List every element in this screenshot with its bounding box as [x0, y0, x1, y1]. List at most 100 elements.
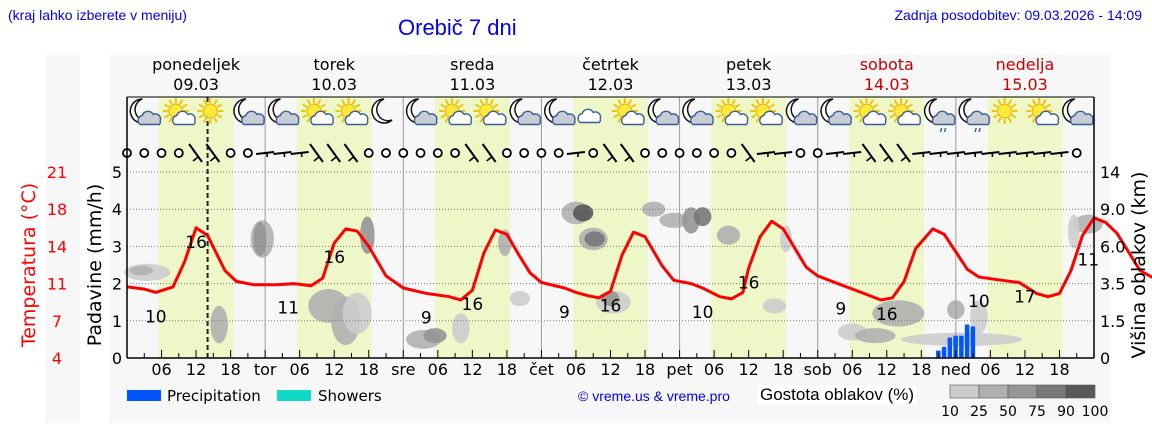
moon-cloud-icon: [129, 98, 162, 126]
wind-barb-icon: [602, 143, 618, 163]
precipitation-bar: [947, 337, 953, 358]
grid-lines: [127, 97, 1094, 358]
cloud-density-blob: [253, 222, 267, 256]
cloud-density-blob: [452, 313, 470, 344]
wind-barb-icon: [912, 151, 931, 155]
wind-barb-icon: [861, 143, 877, 163]
hour-tick-label: 06: [428, 360, 448, 379]
wind-barb-icon: [929, 151, 948, 155]
wind-barb-icon: [740, 143, 756, 163]
cloud-density-blob: [780, 225, 792, 253]
daylight-band: [987, 97, 1063, 358]
cloud-density-blob: [509, 290, 531, 307]
cloud-density-layer: [123, 201, 1103, 349]
day-name-label: torek: [314, 55, 356, 74]
cloud-height-tick-label: 9.0: [1100, 200, 1125, 219]
cloud-density-blob: [970, 300, 988, 334]
hour-tick-label: 18: [1049, 360, 1069, 379]
wind-calm-icon: [795, 148, 806, 158]
wind-barb-icon: [896, 143, 911, 163]
location-hint-link[interactable]: (kraj lahko izberete v meniju): [8, 7, 187, 23]
day-date-label: 13.03: [726, 75, 772, 94]
wind-barb-icon: [256, 151, 275, 155]
daylight-band: [434, 97, 510, 358]
cloud-density-level-label: 75: [1028, 404, 1046, 420]
temperature-value-label: 16: [876, 305, 898, 325]
day-date-label: 14.03: [864, 75, 910, 94]
moon-cloud-icon: [233, 98, 265, 126]
showers-swatch: [277, 390, 311, 401]
day-date-label: 09.03: [173, 75, 219, 94]
hour-tick-label: 18: [635, 360, 655, 379]
wind-calm-icon: [657, 148, 668, 158]
cloud-density-blob: [342, 292, 372, 334]
moon-cloud-icon: [785, 98, 818, 126]
day-abbr-label: čet: [529, 360, 554, 379]
day-date-label: 15.03: [1002, 75, 1048, 94]
cloud-height-tick-label: 6.0: [1100, 237, 1125, 256]
cloud-height-tick-label: 14: [1100, 163, 1120, 182]
hour-tick-label: 06: [566, 360, 586, 379]
moon-cloud-icon: [544, 98, 576, 126]
wind-calm-icon: [1071, 148, 1082, 158]
wind-barb-icon: [825, 151, 845, 155]
cloud-density-blob: [359, 216, 375, 254]
wind-calm-icon: [381, 148, 391, 158]
temp-tick-label: 7: [52, 312, 62, 331]
hour-tick-label: 06: [842, 360, 862, 379]
day-abbr-label: sre: [391, 360, 415, 379]
wind-calm-icon: [519, 148, 530, 158]
temperature-value-label: 11: [277, 299, 299, 319]
wind-barb-icon: [309, 143, 324, 163]
cloud-icon: [577, 108, 602, 124]
copyright-link[interactable]: © vreme.us & vreme.pro: [578, 388, 730, 404]
wind-calm-icon: [588, 148, 599, 158]
cloud-density-blob: [693, 207, 712, 227]
moon-cloud-icon: [820, 98, 852, 126]
sun-icon: [991, 98, 1018, 124]
temperature-value-label: 16: [600, 296, 622, 316]
cloud-height-axis-title: Višina oblakov (km): [1128, 172, 1150, 359]
daylight-bands: [158, 97, 1063, 358]
hour-tick-label: 18: [359, 360, 379, 379]
wind-calm-icon: [398, 148, 409, 158]
temperature-value-label: 16: [185, 233, 207, 253]
day-date-label: 10.03: [311, 75, 357, 94]
cloud-height-tick-label: 0: [1100, 349, 1110, 368]
cloud-density-swatch: [949, 384, 980, 399]
wind-calm-icon: [726, 148, 737, 158]
wind-calm-icon: [812, 148, 823, 158]
temp-tick-label: 18: [47, 200, 67, 219]
cloud-density-swatch: [1065, 384, 1096, 399]
hour-tick-label: 18: [220, 360, 240, 379]
cloud-density-level-label: 50: [999, 404, 1017, 420]
wind-barb-icon: [756, 151, 776, 155]
wind-barb-icon: [188, 143, 203, 163]
precipitation-bar: [953, 335, 958, 358]
hour-tick-label: 06: [980, 360, 1000, 379]
wind-barb-icon: [290, 151, 309, 155]
cloud-density-blob: [762, 298, 787, 314]
wind-calm-icon: [432, 148, 443, 158]
cloud-density-blob: [855, 328, 896, 344]
page-title: Orebič 7 dni: [398, 15, 517, 40]
moon-cloud-icon: [509, 98, 542, 126]
day-name-label: četrtek: [582, 55, 640, 74]
sun-cloud-icon: [888, 98, 921, 126]
cloud-density-swatch: [1036, 384, 1067, 399]
temperature-value-label: 16: [323, 248, 345, 268]
temp-tick-label: 21: [47, 163, 67, 182]
hour-tick-label: 06: [704, 360, 724, 379]
wind-barb-icon: [343, 143, 359, 163]
temperature-value-label: 10: [692, 303, 714, 323]
day-name-label: nedelja: [996, 55, 1055, 74]
wind-barb-icon: [964, 151, 983, 155]
precipitation-bar: [970, 326, 976, 358]
day-abbr-label: tor: [254, 360, 277, 379]
temperature-value-label: 9: [559, 303, 570, 323]
hour-tick-label: 12: [186, 360, 206, 379]
wind-barb-icon: [481, 143, 497, 163]
wind-calm-icon: [242, 148, 253, 158]
cloud-density-blob: [659, 212, 689, 228]
